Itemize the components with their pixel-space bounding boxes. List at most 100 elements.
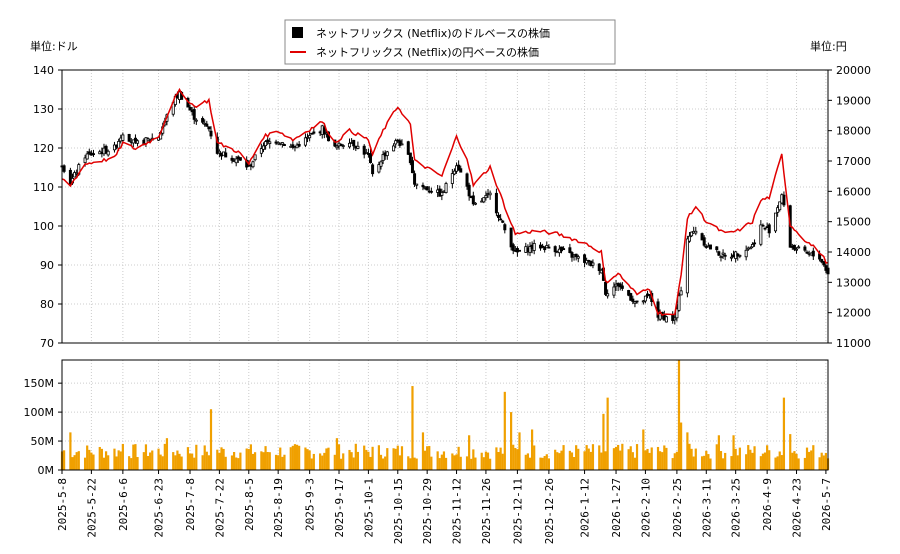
volume-bar — [289, 447, 292, 470]
volume-bar — [812, 445, 815, 470]
candle-body — [700, 233, 704, 241]
volume-bar — [512, 444, 515, 470]
volume-bar — [136, 457, 139, 470]
volume-bar — [384, 456, 387, 470]
x-tick-label: 2025-5-8 — [56, 478, 69, 531]
volume-bar — [436, 451, 439, 470]
candle-body — [268, 141, 272, 144]
volume-bar — [705, 450, 708, 470]
volume-bar — [113, 448, 116, 470]
volume-bar — [495, 447, 498, 470]
volume-bar — [600, 452, 603, 470]
volume-bar — [251, 453, 255, 470]
candle-body — [715, 246, 719, 251]
volume-bar — [822, 455, 825, 470]
candle-body — [91, 153, 95, 156]
volume-bar — [306, 449, 309, 470]
volume-bar — [763, 452, 767, 470]
volume-bar — [298, 445, 301, 470]
volume-bar — [172, 452, 175, 470]
candle-body — [261, 145, 265, 150]
x-tick-label: 2025-10-29 — [421, 478, 434, 544]
candle-body — [188, 106, 192, 111]
candle-body — [547, 246, 551, 249]
volume-bar — [558, 453, 561, 470]
candle-body — [394, 140, 398, 145]
volume-bar — [409, 458, 412, 470]
volume-bar — [516, 449, 519, 470]
x-tick-label: 2025-9-3 — [304, 478, 317, 531]
volume-bar — [117, 450, 120, 470]
volume-bar — [560, 450, 563, 470]
volume-bar — [648, 452, 651, 470]
candle-body — [761, 224, 765, 227]
candle-body — [106, 150, 110, 156]
volume-bar — [673, 453, 676, 470]
volume-bar — [144, 444, 148, 470]
candle-body — [820, 259, 824, 263]
candle-body — [452, 170, 456, 175]
volume-bar — [776, 456, 779, 470]
candle-body — [415, 183, 419, 186]
right-tick-label: 20000 — [836, 64, 871, 77]
volume-bar — [327, 447, 330, 470]
volume-bar — [157, 448, 160, 470]
candle-body — [201, 118, 205, 123]
candle-body — [612, 286, 616, 296]
volume-bar — [453, 455, 456, 470]
volume-bar — [224, 456, 227, 470]
volume-bar — [721, 458, 725, 470]
legend-usd-marker — [292, 27, 303, 38]
candle-body — [627, 290, 631, 296]
volume-bar — [629, 446, 632, 470]
volume-bar — [598, 445, 601, 470]
candle-body — [792, 244, 796, 250]
volume-bar — [310, 458, 313, 470]
volume-bar — [730, 456, 733, 470]
volume-bar — [381, 458, 385, 470]
candle-body — [591, 262, 595, 266]
volume-bar — [751, 452, 754, 470]
candle-body — [759, 224, 763, 245]
candle-body — [362, 145, 366, 155]
volume-bar — [371, 446, 374, 470]
candle-body — [620, 285, 624, 289]
volume-bar — [480, 452, 483, 470]
volume-bar — [644, 450, 647, 470]
candle-body — [562, 248, 566, 251]
candle-body — [643, 295, 647, 302]
candle-body — [73, 172, 77, 178]
candle-body — [744, 249, 748, 258]
volume-bar — [455, 454, 458, 470]
candle-body — [253, 154, 257, 161]
volume-bar — [533, 445, 536, 470]
volume-bar — [659, 451, 662, 470]
left-tick-label: 80 — [40, 298, 54, 311]
volume-bar — [732, 435, 735, 470]
volume-bar — [134, 444, 137, 470]
volume-bar — [503, 391, 506, 470]
volume-bar — [262, 452, 265, 470]
volume-bar — [700, 456, 704, 470]
volume-bar — [77, 451, 80, 470]
candle-body — [87, 151, 91, 154]
x-tick-label: 2026-2-10 — [639, 478, 652, 538]
volume-bar — [510, 412, 513, 470]
volume-bar — [663, 445, 666, 470]
volume-bar — [163, 443, 166, 470]
volume-bar — [518, 432, 521, 470]
candle-body — [753, 242, 757, 245]
x-tick-label: 2026-5-7 — [820, 478, 833, 531]
candle-body — [553, 246, 557, 253]
candle-body — [282, 144, 286, 146]
candle-body — [822, 261, 826, 266]
candle-body — [604, 281, 608, 295]
volume-bar — [340, 458, 343, 470]
candle-body — [748, 247, 752, 250]
volume-bar — [717, 435, 720, 470]
candle-body — [440, 192, 444, 196]
volume-bar — [413, 457, 416, 470]
candle-body — [488, 192, 492, 196]
candle-body — [413, 173, 417, 185]
volume-bar — [151, 450, 154, 470]
